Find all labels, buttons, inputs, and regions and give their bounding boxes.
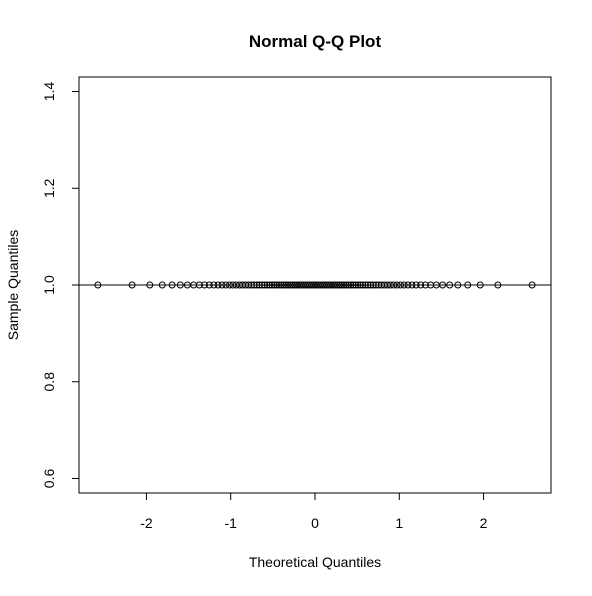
data-point: [408, 281, 416, 289]
data-point: [367, 281, 375, 289]
data-point: [333, 281, 341, 289]
data-point: [342, 281, 350, 289]
data-point: [284, 281, 292, 289]
data-point: [158, 281, 166, 289]
data-point: [255, 281, 263, 289]
x-tick-label: -1: [224, 515, 237, 531]
data-point: [369, 281, 377, 289]
data-point: [347, 281, 355, 289]
x-axis-label: Theoretical Quantiles: [249, 554, 381, 570]
data-point: [331, 281, 339, 289]
data-point: [218, 281, 226, 289]
data-point: [340, 281, 348, 289]
data-point: [201, 281, 209, 289]
data-point: [364, 281, 372, 289]
data-point: [268, 281, 276, 289]
data-point: [446, 281, 454, 289]
y-tick-label: 0.8: [41, 372, 57, 392]
data-point: [270, 281, 278, 289]
data-point: [397, 281, 405, 289]
data-point: [338, 281, 346, 289]
data-point: [354, 281, 362, 289]
x-tick-label: 0: [311, 515, 319, 531]
data-point: [258, 281, 266, 289]
data-point: [349, 281, 357, 289]
data-point: [393, 281, 401, 289]
data-point: [476, 281, 484, 289]
x-tick-label: 1: [395, 515, 403, 531]
data-point: [361, 281, 369, 289]
data-point: [168, 281, 176, 289]
data-point: [176, 281, 184, 289]
data-point: [421, 281, 429, 289]
chart-title: Normal Q-Q Plot: [249, 32, 382, 51]
data-point: [528, 281, 536, 289]
x-axis: -2 -1 0 1 2: [140, 492, 488, 531]
y-tick-label: 1.0: [41, 275, 57, 295]
data-point: [229, 281, 237, 289]
x-tick-label: -2: [140, 515, 153, 531]
data-point: [205, 281, 213, 289]
data-point: [280, 281, 288, 289]
data-point: [282, 281, 290, 289]
data-point: [464, 281, 472, 289]
x-tick-label: 2: [480, 515, 488, 531]
data-point: [417, 281, 425, 289]
data-point: [195, 281, 203, 289]
data-point: [146, 281, 154, 289]
y-tick-label: 1.2: [41, 178, 57, 198]
data-point: [359, 281, 367, 289]
points-layer: [94, 281, 536, 289]
data-point: [277, 281, 285, 289]
data-point: [494, 281, 502, 289]
data-point: [222, 281, 230, 289]
data-point: [263, 281, 271, 289]
data-point: [250, 281, 258, 289]
data-point: [253, 281, 261, 289]
data-point: [210, 281, 218, 289]
data-point: [336, 281, 344, 289]
data-point: [214, 281, 222, 289]
data-point: [439, 281, 447, 289]
data-point: [94, 281, 102, 289]
y-axis-label: Sample Quantiles: [5, 230, 21, 341]
data-point: [247, 281, 255, 289]
data-point: [387, 281, 395, 289]
data-point: [352, 281, 360, 289]
data-point: [266, 281, 274, 289]
data-point: [275, 281, 283, 289]
data-point: [400, 281, 408, 289]
data-point: [454, 281, 462, 289]
data-point: [412, 281, 420, 289]
data-point: [356, 281, 364, 289]
data-point: [128, 281, 136, 289]
y-tick-label: 0.6: [41, 469, 57, 489]
data-point: [390, 281, 398, 289]
data-point: [273, 281, 281, 289]
y-tick-label: 1.4: [41, 82, 57, 102]
data-point: [225, 281, 233, 289]
data-point: [345, 281, 353, 289]
y-axis: 0.6 0.8 1.0 1.2 1.4: [41, 82, 80, 489]
data-point: [261, 281, 269, 289]
data-point: [404, 281, 412, 289]
